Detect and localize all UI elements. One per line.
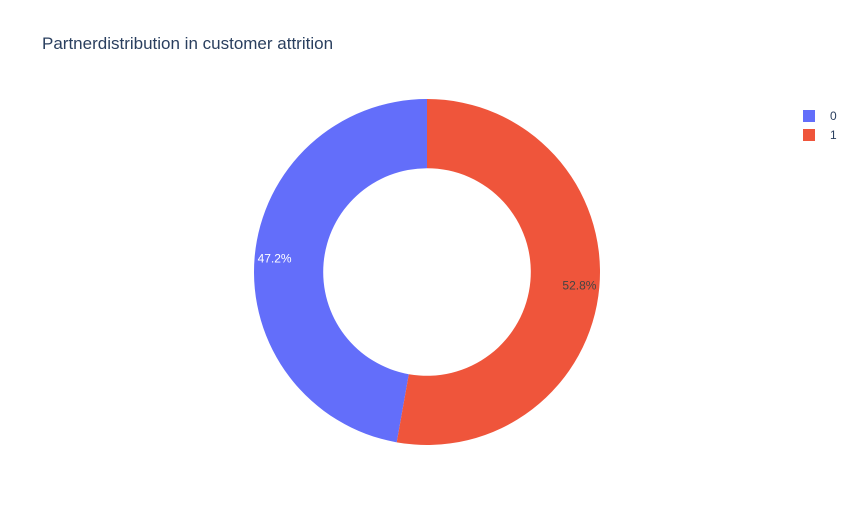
- slice-percent-label-1: 52.8%: [562, 278, 596, 292]
- legend-label-0: 0: [830, 108, 837, 123]
- legend-item-1[interactable]: 1: [803, 125, 837, 144]
- chart-title: Partnerdistribution in customer attritio…: [42, 34, 334, 53]
- legend-swatch-0: [803, 109, 815, 122]
- legend-label-1: 1: [830, 127, 837, 142]
- slice-percent-label-0: 47.2%: [258, 252, 292, 266]
- donut-slice-1[interactable]: [396, 99, 601, 445]
- donut-slice-0[interactable]: [254, 99, 427, 443]
- legend-swatch-1: [803, 128, 815, 141]
- legend-item-0[interactable]: 0: [803, 106, 837, 125]
